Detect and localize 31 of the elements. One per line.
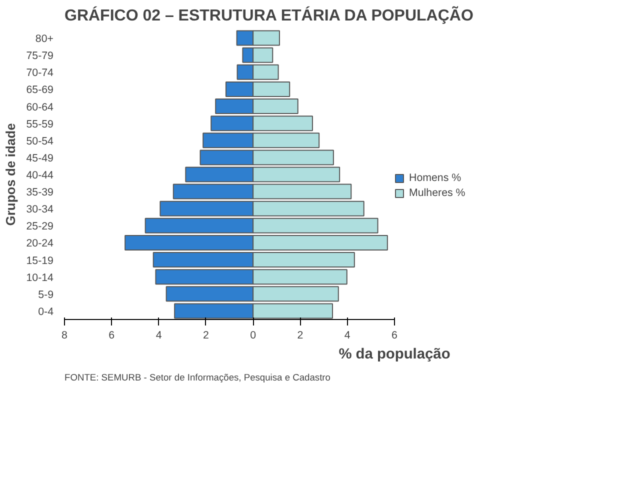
y-tick-label: 30-34	[26, 204, 54, 216]
y-tick-label: 20-24	[26, 238, 54, 250]
y-tick-label: 10-14	[26, 272, 54, 284]
chart-title: GRÁFICO 02 – ESTRUTURA ETÁRIA DA POPULAÇÃO	[64, 6, 474, 24]
y-tick-label: 65-69	[26, 84, 54, 96]
y-tick-label: 5-9	[38, 288, 54, 301]
y-tick-label: 70-74	[26, 67, 54, 80]
source-note: FONTE: SEMURB - Setor de Informações, Pesquisa e Cadastro	[64, 372, 330, 382]
y-tick-label: 50-54	[26, 135, 54, 148]
y-tick-label: 75-79	[26, 50, 54, 62]
y-tick-label: 55-59	[26, 118, 54, 130]
y-axis-title: Grupos de idade	[3, 123, 18, 226]
y-tick-label: 60-64	[26, 101, 54, 114]
x-tick-label: 0	[250, 330, 256, 342]
y-tick-label: 15-19	[26, 254, 54, 267]
y-tick-label: 40-44	[26, 170, 54, 182]
x-tick-label: 4	[344, 330, 350, 342]
y-tick-label: 45-49	[26, 152, 54, 164]
x-tick-label: 2	[297, 330, 304, 342]
y-tick-label: 80+	[35, 33, 54, 46]
x-axis-title: % da população	[338, 346, 450, 362]
y-tick-label: 35-39	[26, 186, 54, 199]
y-tick-label: 0-4	[38, 306, 54, 318]
x-tick-label: 8	[62, 330, 68, 342]
x-tick-label: 6	[392, 330, 398, 342]
legend-label: Homens %	[409, 172, 462, 184]
x-tick-label: 6	[108, 330, 115, 342]
x-tick-label: 4	[156, 330, 162, 342]
legend-label: Mulheres %	[409, 187, 466, 199]
x-tick-label: 2	[202, 330, 209, 342]
y-tick-label: 25-29	[26, 220, 54, 233]
